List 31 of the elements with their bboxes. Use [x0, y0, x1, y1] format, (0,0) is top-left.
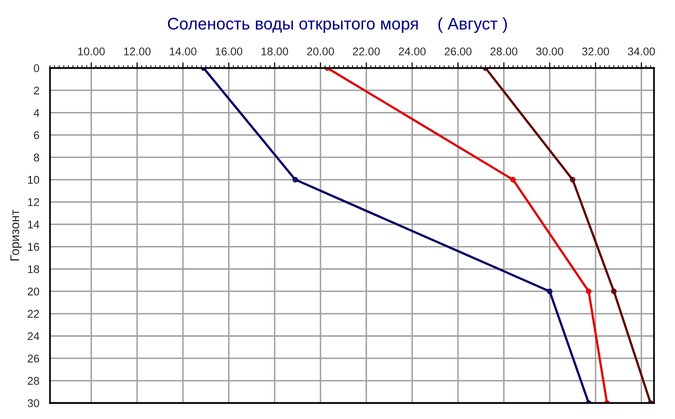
- y-tick-label: 14: [28, 220, 40, 228]
- y-axis-title: Горизонт: [10, 210, 22, 260]
- y-tick-label: 26: [28, 354, 40, 362]
- x-tick-label: 32.00: [582, 48, 610, 56]
- chart-title: Соленость воды открытого моря ( Август ): [168, 17, 507, 33]
- y-tick-label: 16: [28, 242, 40, 251]
- y-tick-label: 0: [34, 64, 40, 72]
- y-tick-label: 12: [28, 198, 40, 206]
- y-tick-label: 30: [28, 399, 40, 408]
- y-tick-label: 10: [28, 176, 40, 184]
- x-tick-label: 18.00: [262, 48, 288, 56]
- x-tick-label: 24.00: [398, 48, 426, 56]
- y-tick-label: 4: [34, 109, 40, 117]
- x-tick-label: 30.00: [536, 48, 564, 56]
- y-tick-label: 8: [34, 154, 40, 162]
- x-tick-label: 22.00: [352, 48, 380, 56]
- x-tick-label: 28.00: [490, 48, 518, 56]
- x-tick-label: 14.00: [170, 48, 196, 56]
- x-tick-label: 12.00: [124, 48, 151, 56]
- x-tick-label: 10.00: [78, 48, 105, 56]
- y-tick-label: 24: [28, 332, 40, 340]
- x-tick-label: 26.00: [444, 48, 472, 56]
- x-tick-label: 20.00: [307, 48, 334, 56]
- y-tick-label: 2: [34, 86, 40, 94]
- y-tick-label: 20: [28, 288, 40, 296]
- y-tick-label: 6: [34, 131, 40, 140]
- y-tick-label: 18: [28, 265, 40, 274]
- y-tick-label: 22: [28, 310, 40, 318]
- y-tick-label: 28: [28, 376, 40, 385]
- x-tick-label: 16.00: [216, 48, 242, 56]
- x-tick-label: 34.00: [628, 48, 655, 56]
